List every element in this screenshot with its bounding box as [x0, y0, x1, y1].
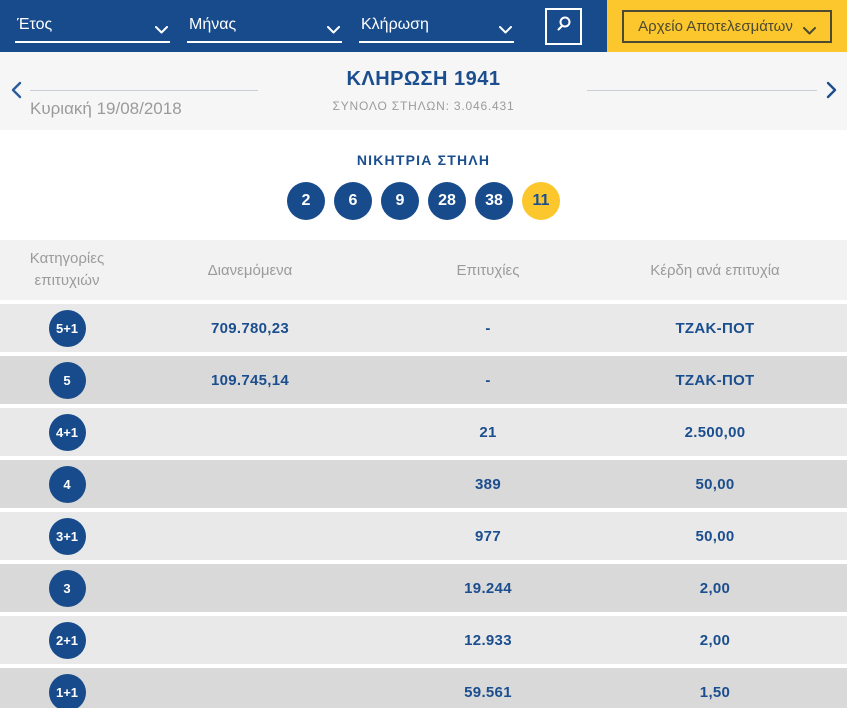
previous-draw-info: Κυριακή 19/08/2018 [30, 90, 258, 119]
wins-value: 389 [475, 475, 501, 493]
table-header-row: Κατηγορίες επιτυχιών Διανεμόμενα Επιτυχί… [0, 240, 847, 300]
winning-column-section: ΝΙΚΗΤΡΙΑ ΣΤΗΛΗ 2 6 9 28 38 11 [0, 130, 847, 240]
next-draw-button[interactable] [823, 81, 839, 104]
header-wins: Επιτυχίες [456, 261, 520, 279]
table-row: 2+1 12.933 2,00 [0, 616, 847, 664]
category-badge: 3 [48, 569, 86, 607]
previous-draw-button[interactable] [8, 81, 24, 104]
prize-value: 2,00 [699, 579, 731, 597]
distributed-value: 709.780,23 [210, 319, 290, 337]
wins-value: - [485, 371, 491, 389]
archive-results-label: Αρχείο Αποτελεσμάτων [638, 17, 793, 35]
next-draw-info [587, 90, 817, 91]
winning-number-ball: 28 [428, 182, 466, 220]
header-prize-per-win: Κέρδη ανά επιτυχία [650, 261, 780, 279]
table-row: 3 19.244 2,00 [0, 564, 847, 612]
filter-bar-right: Αρχείο Αποτελεσμάτων [607, 0, 847, 52]
wins-value: 977 [475, 527, 501, 545]
category-badge: 1+1 [48, 673, 86, 708]
year-dropdown-label: Έτος [17, 15, 53, 33]
month-dropdown-label: Μήνας [189, 15, 237, 33]
prize-value: 50,00 [695, 527, 735, 545]
chevron-down-icon [327, 21, 340, 33]
winning-number-ball: 38 [475, 182, 513, 220]
chevron-down-icon [499, 21, 512, 33]
prize-value: ΤΖΑΚ-ΠΟΤ [675, 371, 755, 389]
year-dropdown[interactable]: Έτος [15, 10, 170, 43]
winning-number-ball: 9 [381, 182, 419, 220]
wins-value: 21 [479, 423, 497, 441]
category-badge: 4+1 [48, 413, 86, 451]
winning-number-ball: 2 [287, 182, 325, 220]
chevron-down-icon [802, 22, 816, 35]
search-button[interactable] [545, 7, 582, 45]
wins-value: - [485, 319, 491, 337]
wins-value: 12.933 [464, 631, 512, 649]
draw-total-columns: ΣΥΝΟΛΟ ΣΤΗΛΩΝ: 3.046.431 [332, 99, 515, 113]
chevron-down-icon [155, 21, 168, 33]
wins-value: 59.561 [464, 683, 512, 701]
table-row: 3+1 977 50,00 [0, 512, 847, 560]
search-icon [555, 15, 573, 38]
chevron-right-icon [826, 81, 837, 104]
chevron-left-icon [11, 81, 22, 104]
table-row: 4+1 21 2.500,00 [0, 408, 847, 456]
draw-header: ΚΛΗΡΩΣΗ 1941 ΣΥΝΟΛΟ ΣΤΗΛΩΝ: 3.046.431 [0, 68, 847, 113]
filter-bar-left: Έτος Μήνας Κλήρωση [0, 0, 607, 52]
divider [587, 90, 817, 91]
month-dropdown[interactable]: Μήνας [187, 10, 342, 43]
prize-value: 1,50 [699, 683, 731, 701]
category-badge: 3+1 [48, 517, 86, 555]
header-distributed: Διανεμόμενα [207, 261, 293, 279]
draw-dropdown[interactable]: Κλήρωση [359, 10, 514, 43]
winning-number-ball: 6 [334, 182, 372, 220]
category-badge: 4 [48, 465, 86, 503]
divider [30, 90, 258, 91]
draw-navigation: Κυριακή 19/08/2018 ΚΛΗΡΩΣΗ 1941 ΣΥΝΟΛΟ Σ… [0, 52, 847, 130]
prize-value: ΤΖΑΚ-ΠΟΤ [675, 319, 755, 337]
table-row: 5+1 709.780,23 - ΤΖΑΚ-ΠΟΤ [0, 304, 847, 352]
table-row: 5 109.745,14 - ΤΖΑΚ-ΠΟΤ [0, 356, 847, 404]
draw-title: ΚΛΗΡΩΣΗ 1941 [346, 68, 501, 90]
distributed-value: 109.745,14 [210, 371, 290, 389]
archive-results-button[interactable]: Αρχείο Αποτελεσμάτων [622, 9, 832, 43]
prize-value: 2,00 [699, 631, 731, 649]
table-row: 4 389 50,00 [0, 460, 847, 508]
draw-dropdown-label: Κλήρωση [361, 15, 429, 33]
wins-value: 19.244 [464, 579, 512, 597]
filter-bar: Έτος Μήνας Κλήρωση [0, 0, 847, 52]
results-table: Κατηγορίες επιτυχιών Διανεμόμενα Επιτυχί… [0, 240, 847, 708]
prize-value: 50,00 [695, 475, 735, 493]
winning-numbers: 2 6 9 28 38 11 [0, 182, 847, 220]
joker-number-ball: 11 [522, 182, 560, 220]
prize-value: 2.500,00 [684, 423, 746, 441]
header-categories: Κατηγορίες επιτυχιών [29, 249, 105, 290]
previous-draw-date: Κυριακή 19/08/2018 [30, 99, 182, 118]
category-badge: 2+1 [48, 621, 86, 659]
winning-column-title: ΝΙΚΗΤΡΙΑ ΣΤΗΛΗ [356, 152, 491, 168]
category-badge: 5 [48, 361, 86, 399]
table-row: 1+1 59.561 1,50 [0, 668, 847, 708]
category-badge: 5+1 [48, 309, 86, 347]
